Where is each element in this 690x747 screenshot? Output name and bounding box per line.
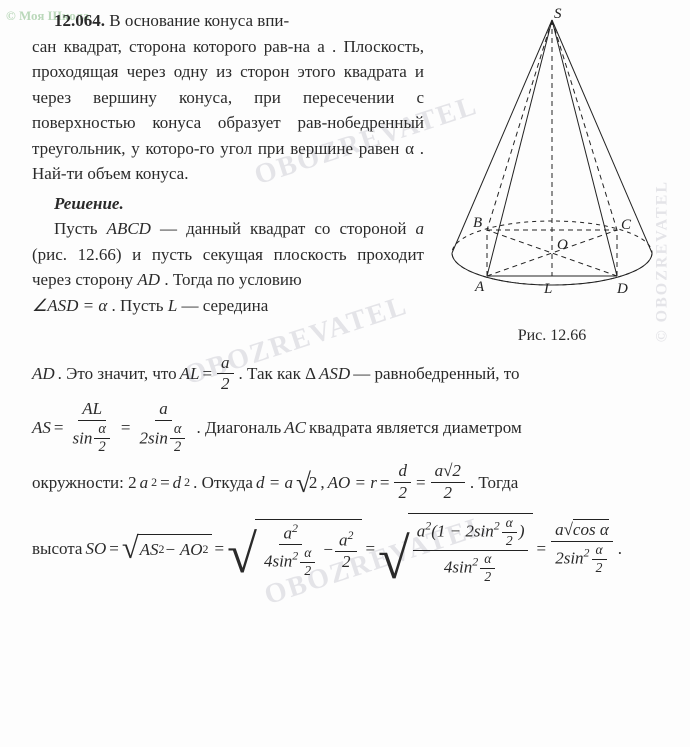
ac: AC xyxy=(284,415,306,441)
frac-al-sin: AL sinα2 xyxy=(68,400,115,456)
cone-diagram: S A D B C L O xyxy=(437,8,667,308)
frac-a-2: a2 xyxy=(217,354,234,394)
label-O: O xyxy=(557,237,568,253)
t: . Так как Δ xyxy=(239,361,317,387)
eq: = xyxy=(160,470,170,496)
sol-text: Пусть xyxy=(54,219,107,238)
eq: = xyxy=(109,536,119,562)
solution-label: Решение. xyxy=(32,191,424,217)
t: высота xyxy=(32,536,82,562)
t: квадрата является диаметром xyxy=(309,415,522,441)
math-line-1: AD . Это значит, что AL = a2 . Так как Δ… xyxy=(32,354,672,394)
math-line-4: высота SO = √ AS2 − AO2 = √ a2 4sin2α2 −… xyxy=(32,513,672,585)
t: . xyxy=(618,536,622,562)
figure-column: S A D B C L O Рис. 12.66 xyxy=(432,8,672,348)
frac-a-2sin: a 2sinα2 xyxy=(136,400,192,456)
ao-r: AO = r xyxy=(328,470,377,496)
sol-text: — середина xyxy=(177,296,268,315)
sqrt-as2-ao2: √ AS2 − AO2 xyxy=(122,534,212,563)
label-A: A xyxy=(474,279,485,295)
math-line-3: окружности: 2a2 = d2 . Откуда d = a√2 , … xyxy=(32,462,672,502)
problem-text-column: 12.064. В основание конуса впи- сан квад… xyxy=(32,8,424,348)
frac-final: a√cos α 2sin2α2 xyxy=(551,521,613,576)
eq: = xyxy=(365,536,375,562)
t: , xyxy=(320,470,324,496)
sol-text: . Тогда по условию xyxy=(160,270,302,289)
t: — равнобедренный, то xyxy=(353,361,519,387)
t: окружности: 2 xyxy=(32,470,137,496)
eq: = xyxy=(536,536,546,562)
t: . Тогда xyxy=(470,470,518,496)
sol-text: . Пусть xyxy=(107,296,168,315)
t: . Диагональ xyxy=(196,415,281,441)
sq: 2 xyxy=(184,474,190,492)
math-line-2: AS = AL sinα2 = a 2sinα2 . Диагональ AC … xyxy=(32,400,672,456)
eq: = xyxy=(416,470,426,496)
sq: 2 xyxy=(151,474,157,492)
t: . Откуда xyxy=(193,470,253,496)
sqrt-frac1: √ a2 4sin2α2 − a2 2 xyxy=(227,519,362,579)
eq: = xyxy=(121,415,131,441)
d: d xyxy=(173,470,182,496)
abcd: ABCD xyxy=(107,219,151,238)
figure-caption: Рис. 12.66 xyxy=(432,324,672,348)
sqrt2: √2 xyxy=(296,470,317,496)
label-C: C xyxy=(621,217,632,233)
label-D: D xyxy=(616,281,628,297)
a: a xyxy=(140,470,149,496)
problem-lead: В основание конуса впи- xyxy=(109,11,289,30)
angle-asd: ∠ASD = α xyxy=(32,296,107,315)
var-a: а xyxy=(415,219,424,238)
al: AL xyxy=(180,361,200,387)
frac-d-2: d2 xyxy=(394,462,411,502)
sol-text: — данный квадрат со стороной xyxy=(151,219,416,238)
t: . Это значит, что xyxy=(58,361,177,387)
label-B: B xyxy=(473,215,482,231)
as: AS xyxy=(32,415,51,441)
label-S: S xyxy=(554,8,562,22)
asd: ASD xyxy=(319,361,350,387)
sqrt-frac2: √ a2(1 − 2sin2α2) 4sin2α2 xyxy=(378,513,533,585)
ad: AD xyxy=(137,270,160,289)
frac-asqrt2-2: a√22 xyxy=(431,462,465,502)
problem-statement: сан квадрат, сторона которого рав-на а .… xyxy=(32,34,424,187)
ad2: AD xyxy=(32,361,55,387)
eq: = xyxy=(54,415,64,441)
d-eq: d = a xyxy=(256,470,293,496)
so: SO xyxy=(85,536,106,562)
eq: = xyxy=(215,536,225,562)
eq: = xyxy=(380,470,390,496)
problem-number: 12.064. xyxy=(54,11,105,30)
var-L: L xyxy=(168,296,177,315)
eq: = xyxy=(202,361,212,387)
label-L: L xyxy=(543,281,552,297)
